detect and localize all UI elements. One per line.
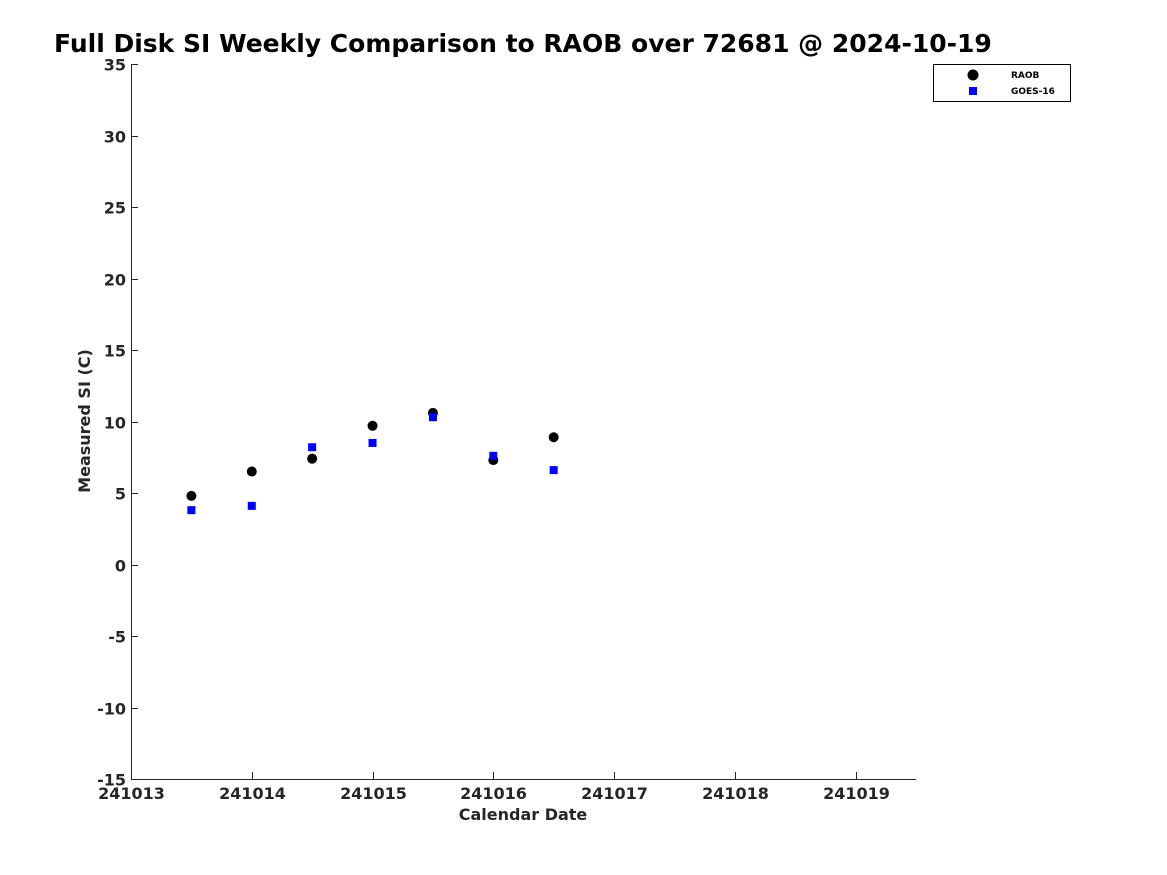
y-tick-label: 5 bbox=[115, 485, 126, 504]
x-tick-label: 241013 bbox=[98, 784, 165, 803]
legend: RAOB GOES-16 bbox=[933, 64, 1071, 102]
x-axis-label: Calendar Date bbox=[459, 805, 588, 824]
data-point-raob bbox=[548, 432, 559, 443]
x-ticks: 241013 241014 241015 241016 241017 241018 2410… bbox=[98, 772, 890, 803]
data-point-goes16 bbox=[428, 413, 437, 422]
y-tick-label: 20 bbox=[104, 271, 126, 290]
y-tick-label: 30 bbox=[104, 128, 126, 147]
data-point-goes16 bbox=[247, 501, 256, 510]
legend-label-raob: RAOB bbox=[1011, 71, 1040, 81]
chart-title: Full Disk SI Weekly Comparison to RAOB o… bbox=[54, 29, 992, 58]
y-axis-label: Measured SI (C) bbox=[75, 349, 94, 493]
x-tick-label: 241017 bbox=[581, 784, 648, 803]
y-tick-label: 0 bbox=[115, 557, 126, 576]
y-tick-label: 25 bbox=[104, 199, 126, 218]
x-tick-label: 241015 bbox=[340, 784, 407, 803]
legend-box bbox=[933, 64, 1071, 102]
y-tick-label: -15 bbox=[97, 771, 126, 790]
y-tick-label: -5 bbox=[108, 628, 126, 647]
data-point-goes16 bbox=[368, 438, 377, 447]
legend-marker-raob bbox=[967, 69, 979, 81]
data-point-raob bbox=[307, 453, 318, 464]
data-point-goes16 bbox=[489, 451, 498, 460]
y-tick-label: -10 bbox=[97, 700, 126, 719]
x-tick-label: 241016 bbox=[460, 784, 527, 803]
data-point-raob bbox=[246, 466, 257, 477]
data-series bbox=[186, 407, 559, 515]
data-point-raob bbox=[367, 420, 378, 431]
axes bbox=[131, 64, 916, 780]
y-tick-label: 10 bbox=[104, 414, 126, 433]
legend-marker-goes16 bbox=[969, 87, 977, 95]
data-point-goes16 bbox=[187, 506, 196, 515]
data-point-goes16 bbox=[549, 466, 558, 475]
y-tick-label: 35 bbox=[104, 56, 126, 75]
x-tick-label: 241019 bbox=[823, 784, 890, 803]
data-point-raob bbox=[186, 490, 197, 501]
x-tick-label: 241018 bbox=[702, 784, 769, 803]
y-tick-label: 15 bbox=[104, 342, 126, 361]
data-point-goes16 bbox=[308, 443, 317, 452]
legend-label-goes16: GOES-16 bbox=[1011, 87, 1055, 97]
y-ticks: 35 30 25 20 15 10 5 0 -5 -10 -15 bbox=[97, 56, 138, 790]
x-tick-label: 241014 bbox=[219, 784, 286, 803]
